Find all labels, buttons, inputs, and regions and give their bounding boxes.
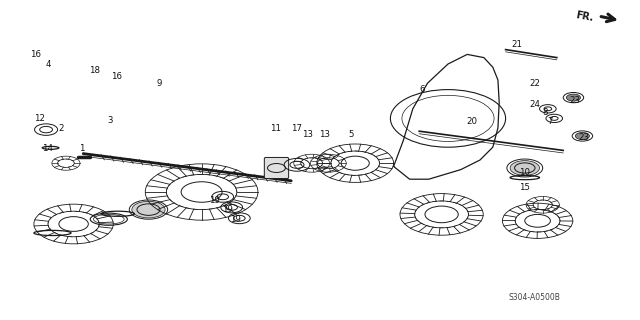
Text: 7: 7 xyxy=(548,117,553,126)
Text: 13: 13 xyxy=(301,130,313,139)
Text: 21: 21 xyxy=(511,40,523,49)
Text: 5: 5 xyxy=(348,130,353,139)
Circle shape xyxy=(566,94,580,101)
Text: 24: 24 xyxy=(529,100,540,108)
Text: 18: 18 xyxy=(89,66,100,75)
Text: 15: 15 xyxy=(519,183,531,192)
Text: 16: 16 xyxy=(111,72,122,81)
Text: 19: 19 xyxy=(230,215,241,224)
Text: 1: 1 xyxy=(79,144,84,153)
Text: 11: 11 xyxy=(269,124,281,132)
FancyBboxPatch shape xyxy=(264,157,289,179)
Text: FR.: FR. xyxy=(575,10,594,23)
Text: 19: 19 xyxy=(222,205,232,214)
Text: 6: 6 xyxy=(420,85,425,94)
Text: 22: 22 xyxy=(529,79,540,88)
Text: 16: 16 xyxy=(29,50,41,59)
Circle shape xyxy=(575,132,589,140)
Text: 8: 8 xyxy=(543,108,548,116)
Text: S304-A0500B: S304-A0500B xyxy=(509,293,561,302)
Circle shape xyxy=(510,161,540,175)
Text: 19: 19 xyxy=(209,196,220,204)
Text: 13: 13 xyxy=(319,130,330,139)
Text: 3: 3 xyxy=(108,116,113,124)
Circle shape xyxy=(132,201,165,218)
Text: 23: 23 xyxy=(569,96,580,105)
Text: 10: 10 xyxy=(519,168,531,177)
Text: 17: 17 xyxy=(291,124,303,132)
Text: 12: 12 xyxy=(34,114,45,123)
Text: 14: 14 xyxy=(42,144,54,153)
Text: 20: 20 xyxy=(467,117,478,126)
Text: 2: 2 xyxy=(59,124,64,132)
Text: 23: 23 xyxy=(578,133,589,142)
Text: 4: 4 xyxy=(45,60,51,68)
Text: 9: 9 xyxy=(156,79,161,88)
